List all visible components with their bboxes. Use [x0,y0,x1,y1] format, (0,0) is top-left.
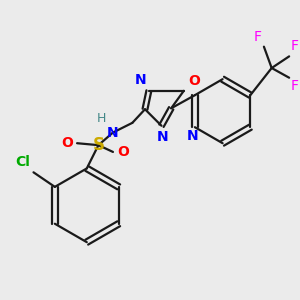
Text: S: S [92,136,104,154]
Text: O: O [61,136,73,150]
Text: H: H [97,112,106,125]
Text: N: N [187,129,199,143]
Text: N: N [157,130,168,144]
Text: F: F [291,79,299,93]
Text: O: O [189,74,200,88]
Text: O: O [117,145,129,159]
Text: N: N [107,125,119,140]
Text: F: F [254,30,262,44]
Text: N: N [134,73,146,87]
Text: Cl: Cl [16,155,31,170]
Text: F: F [291,40,299,53]
